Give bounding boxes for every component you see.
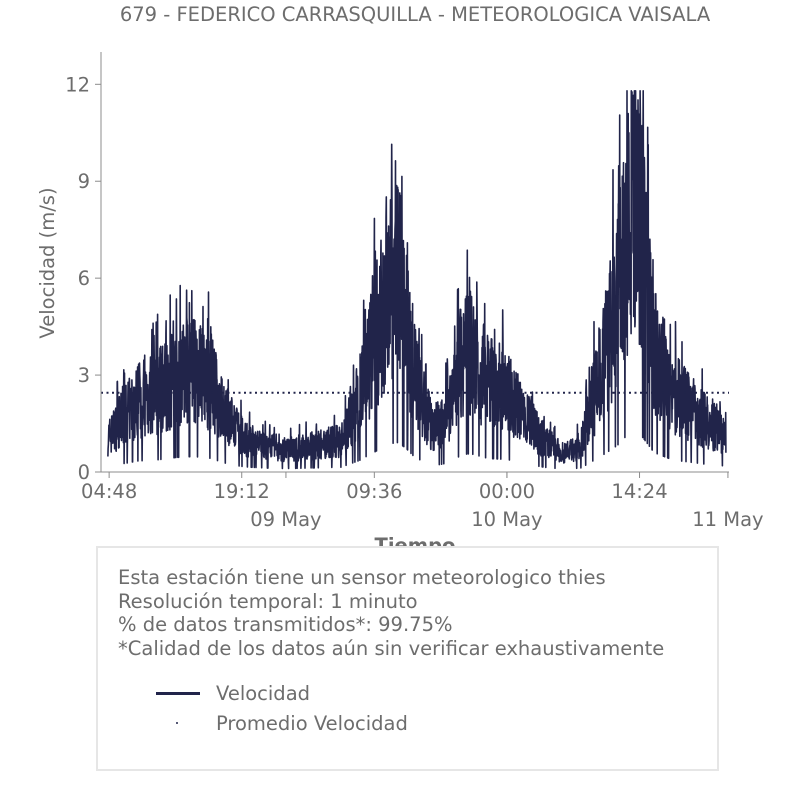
y-axis: 0 3 6 9 12 — [65, 52, 102, 484]
chart-title: 679 - FEDERICO CARRASQUILLA - METEOROLOG… — [120, 3, 711, 26]
info-line-quality: *Calidad de los datos aún sin verificar … — [118, 636, 665, 660]
info-line-resolution: Resolución temporal: 1 minuto — [118, 589, 418, 613]
legend-item-promedio: Promedio Velocidad — [156, 711, 408, 735]
info-line-sensor: Esta estación tiene un sensor meteorolog… — [118, 566, 606, 589]
x-tick-label: 19:12 — [214, 480, 270, 503]
plot-area — [101, 90, 729, 470]
y-tick-label: 12 — [65, 73, 90, 96]
x-tick-label: 04:48 — [81, 480, 137, 503]
x-date-label: 11 May — [692, 508, 763, 531]
y-tick-label: 9 — [78, 170, 90, 193]
x-tick-label: 09:36 — [346, 480, 402, 503]
chart: 679 - FEDERICO CARRASQUILLA - METEOROLOG… — [36, 3, 764, 557]
legend-dot-swatch — [156, 711, 202, 735]
x-tick-label: 00:00 — [479, 480, 535, 503]
legend-label-promedio: Promedio Velocidad — [216, 711, 408, 735]
legend-item-velocidad: Velocidad — [156, 681, 310, 705]
series-velocidad — [107, 90, 727, 470]
legend-line-swatch — [156, 681, 202, 705]
x-tick-label: 14:24 — [611, 480, 667, 503]
info-box: Esta estación tiene un sensor meteorolog… — [96, 546, 719, 771]
y-axis-label: Velocidad (m/s) — [36, 187, 59, 338]
legend-label-velocidad: Velocidad — [216, 681, 311, 705]
info-line-transmitted: % de datos transmitidos*: 99.75% — [118, 613, 453, 636]
x-axis: 04:48 19:12 09:36 00:00 14:24 09 May 10 May 11 … — [81, 471, 764, 531]
y-tick-label: 6 — [78, 267, 90, 290]
info-text: Esta estación tiene un sensor meteorolog… — [118, 566, 664, 660]
y-tick-label: 0 — [78, 461, 90, 484]
y-tick-label: 3 — [78, 364, 90, 387]
x-date-label: 09 May — [250, 508, 321, 531]
x-date-label: 10 May — [471, 508, 542, 531]
